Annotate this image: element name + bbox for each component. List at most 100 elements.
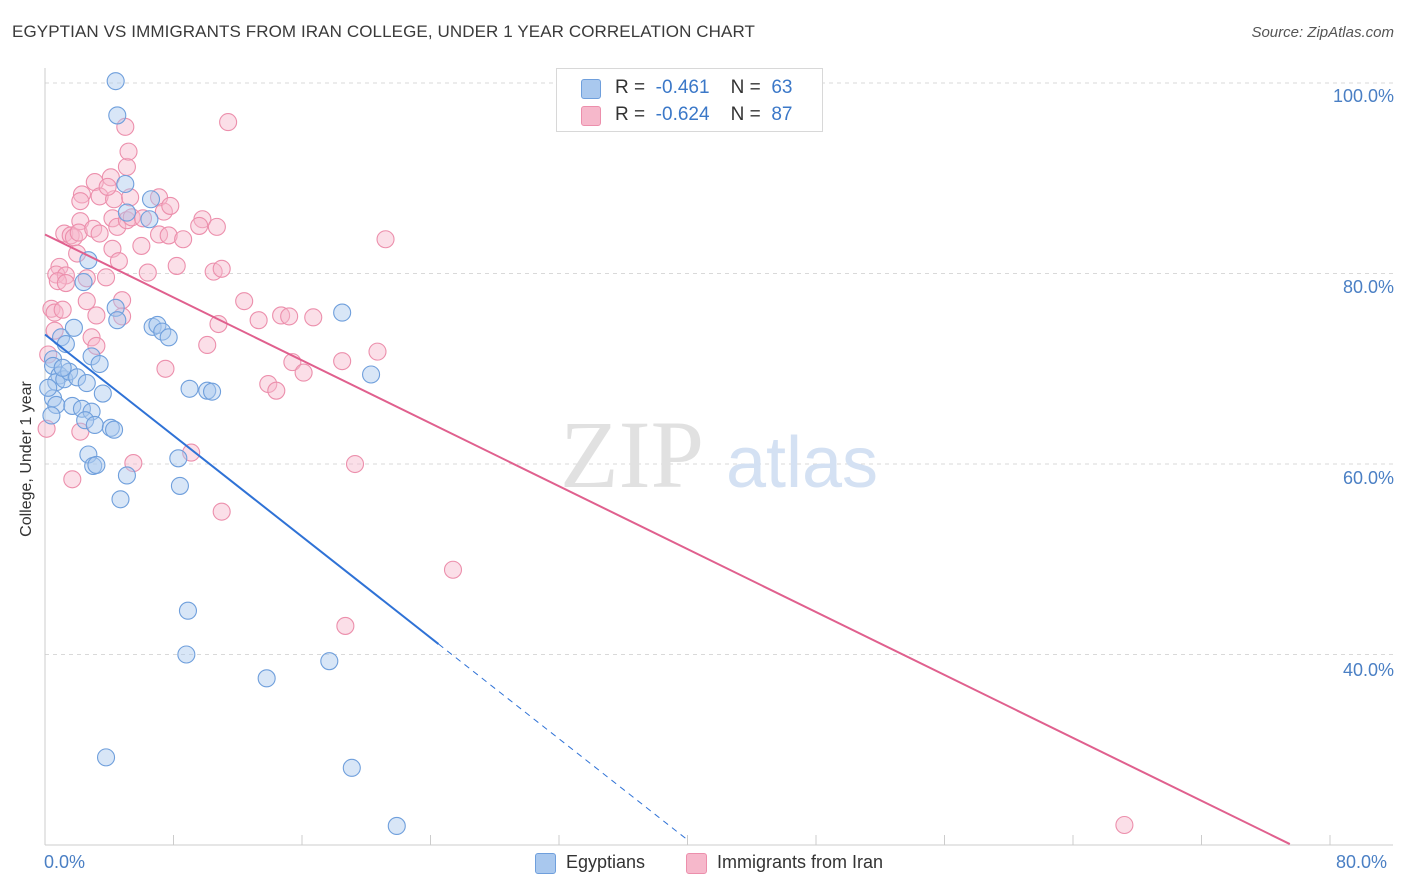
y-tick-80: 80.0%	[1342, 277, 1394, 297]
egyptian-point	[96, 748, 116, 767]
iran-point	[117, 211, 136, 230]
gridlines	[45, 82, 1393, 656]
iran-point	[117, 157, 136, 176]
iran-point	[87, 306, 106, 325]
egyptian-point	[74, 273, 93, 292]
watermark-zip: ZIP	[560, 401, 704, 508]
iran-point	[69, 223, 88, 242]
iran-point	[198, 335, 217, 355]
correlation-legend: R = -0.461 N = 63 R = -0.624 N = 87	[556, 68, 823, 132]
egyptian-point	[64, 318, 83, 337]
axes	[44, 68, 1393, 846]
iran-point	[167, 256, 186, 275]
egyptian-point	[333, 303, 352, 322]
iran-point	[149, 225, 169, 244]
iran-point	[333, 352, 352, 371]
egyptian-point	[180, 379, 199, 398]
egyptian-point	[87, 455, 106, 475]
egyptian-point	[203, 382, 222, 401]
blue-swatch	[581, 79, 601, 99]
iran-point	[249, 311, 268, 330]
x-tick-max: 80.0%	[1336, 852, 1388, 872]
iran-point	[294, 363, 313, 382]
egyptian-point	[257, 669, 276, 688]
iran-point	[336, 616, 355, 635]
iran-point	[98, 177, 117, 196]
egyptian-point	[42, 406, 61, 425]
iran-point	[133, 209, 153, 228]
egyptian-point	[170, 476, 189, 495]
iran-point	[235, 292, 254, 311]
x-tick-min: 0.0%	[44, 852, 86, 872]
iran-point	[108, 217, 127, 236]
r-label: R =	[615, 77, 646, 98]
n-label: N =	[730, 77, 761, 98]
watermark-atlas: atlas	[726, 423, 878, 503]
r-value: -0.624	[655, 104, 710, 125]
iran-points	[37, 113, 1134, 835]
iran-point	[209, 314, 228, 334]
iran-point	[132, 236, 151, 255]
iran-point	[138, 263, 157, 282]
iran-point	[119, 142, 138, 161]
egyptian-point	[105, 420, 124, 439]
egyptian-point	[117, 203, 136, 222]
egyptian-point	[79, 251, 98, 270]
chart-title: EGYPTIAN VS IMMIGRANTS FROM IRAN COLLEGE…	[12, 22, 756, 41]
iran-point	[345, 454, 365, 474]
egyptian-point	[169, 449, 188, 468]
egyptian-point	[108, 311, 127, 330]
iran-point	[77, 292, 96, 311]
iran-point	[96, 268, 116, 287]
iran-point	[161, 196, 180, 215]
egyptian-trend-extension	[438, 643, 688, 841]
iran-point	[1115, 815, 1134, 835]
egyptian-point	[53, 358, 72, 377]
egyptian-point	[111, 490, 130, 509]
iran-point	[219, 113, 238, 132]
egyptian-point	[101, 418, 120, 437]
egyptian-point	[177, 645, 196, 664]
legend-label: Immigrants from Iran	[717, 852, 884, 872]
iran-point	[207, 217, 226, 236]
egyptian-point	[320, 652, 339, 671]
y-tick-40: 40.0%	[1342, 660, 1394, 680]
iran-point	[55, 224, 74, 243]
iran-point	[53, 300, 72, 319]
iran-point	[368, 342, 387, 361]
egyptian-point	[178, 601, 198, 620]
iran-point	[267, 381, 286, 400]
pink-swatch	[581, 106, 601, 126]
legend-label: Egyptians	[566, 852, 646, 872]
iran-point	[212, 259, 231, 278]
egyptian-point	[117, 466, 136, 485]
egyptian-point	[159, 328, 178, 347]
iran-trend-line	[44, 233, 1291, 845]
egyptian-point	[141, 190, 161, 209]
r-value: -0.461	[655, 77, 710, 98]
egyptian-point	[47, 395, 66, 415]
iran-point	[63, 470, 82, 489]
egyptian-point	[90, 354, 109, 374]
trend-lines	[44, 233, 1291, 845]
iran-point	[190, 216, 209, 235]
egyptian-point	[68, 368, 87, 387]
egyptian-trend-line	[44, 333, 440, 645]
blue-swatch	[535, 853, 556, 874]
iran-point	[159, 226, 178, 245]
iran-point	[156, 359, 175, 378]
n-value: 63	[771, 77, 793, 98]
pink-swatch	[686, 853, 707, 874]
egyptian-point	[77, 374, 96, 393]
y-tick-60: 60.0%	[1342, 468, 1394, 488]
iran-point	[90, 224, 109, 243]
egyptian-point	[39, 378, 58, 397]
egyptian-point	[387, 816, 406, 836]
source-label: Source: ZipAtlas.com	[1251, 24, 1394, 41]
n-label: N =	[730, 104, 761, 125]
iran-point	[212, 502, 231, 521]
iran-point	[304, 308, 323, 327]
iran-point	[87, 336, 106, 355]
iran-point	[280, 307, 299, 326]
egyptian-point	[342, 758, 361, 777]
